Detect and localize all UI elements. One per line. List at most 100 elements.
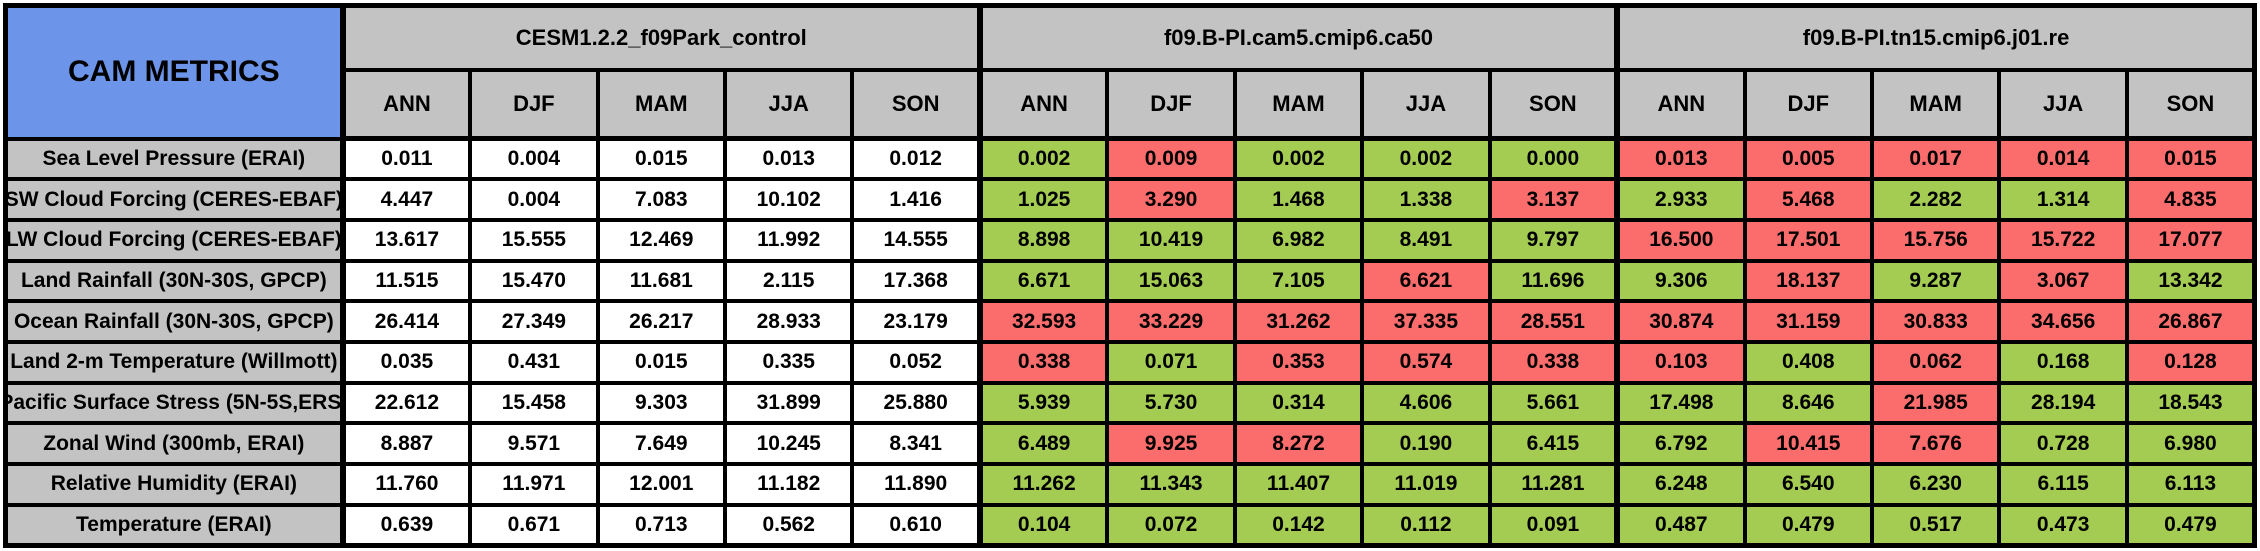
metric-cell: 11.696	[1487, 258, 1620, 304]
metric-cell: 11.281	[1487, 462, 1620, 507]
metric-cell: 0.431	[468, 339, 600, 385]
metric-cell: 0.487	[1614, 502, 1747, 548]
metric-cell: 0.338	[976, 339, 1110, 385]
metric-cell: 2.115	[722, 258, 855, 304]
metric-cell: 6.982	[1232, 217, 1365, 263]
metric-cell: 31.899	[722, 380, 855, 426]
table-row: Ocean Rainfall (30N-30S, GPCP) 26.414 27.3…	[3, 299, 2257, 344]
metric-cell: 17.368	[850, 258, 982, 304]
metric-cell: 0.479	[1742, 502, 1874, 548]
metric-cell: 0.190	[1360, 421, 1492, 466]
metric-cell: 11.182	[722, 462, 855, 507]
metric-cell: 11.262	[976, 462, 1110, 507]
metric-cell: 33.229	[1105, 299, 1237, 344]
metric-cell: 10.102	[722, 177, 855, 222]
metric-cell: 0.011	[339, 136, 473, 182]
season-column-header-son: SON	[2124, 68, 2257, 141]
metric-cell: 0.103	[1614, 339, 1747, 385]
metric-cell: 31.159	[1742, 299, 1874, 344]
metric-cell: 15.458	[468, 380, 600, 426]
metric-cell: 1.468	[1232, 177, 1365, 222]
table-row: LW Cloud Forcing (CERES-EBAF) 13.617 15.55…	[3, 217, 2257, 263]
season-header-row: ANN DJF MAM JJA SON ANN DJF MAM JJA SON ANN DJF MAM J…	[6, 68, 2257, 141]
metric-cell: 11.407	[1232, 462, 1365, 507]
cam-metrics-table: CAM METRICS CESM1.2.2_f09Park_control f0…	[3, 3, 2257, 548]
metric-cell: 0.671	[468, 502, 600, 548]
metric-cell: 7.649	[595, 421, 728, 466]
season-column-header-son: SON	[1487, 68, 1620, 141]
metric-cell: 18.137	[1742, 258, 1874, 304]
metric-cell: 0.015	[595, 136, 728, 182]
metric-cell: 0.335	[722, 339, 855, 385]
metric-cell: 15.063	[1105, 258, 1237, 304]
metric-cell: 11.971	[468, 462, 600, 507]
row-label: Land Rainfall (30N-30S, GPCP)	[3, 258, 346, 304]
season-column-header-djf: DJF	[1105, 68, 1237, 141]
metric-cell: 1.314	[1997, 177, 2129, 222]
metric-cell: 11.515	[339, 258, 473, 304]
metric-cell: 34.656	[1997, 299, 2129, 344]
season-column-header-son: SON	[850, 68, 982, 141]
metric-cell: 15.555	[468, 217, 600, 263]
row-label: Ocean Rainfall (30N-30S, GPCP)	[3, 299, 346, 344]
metric-cell: 6.115	[1997, 462, 2129, 507]
metric-cell: 6.113	[2124, 462, 2257, 507]
metric-cell: 15.470	[468, 258, 600, 304]
metric-cell: 5.468	[1742, 177, 1874, 222]
metric-cell: 5.730	[1105, 380, 1237, 426]
metric-cell: 27.349	[468, 299, 600, 344]
metric-cell: 0.639	[339, 502, 473, 548]
metric-cell: 28.933	[722, 299, 855, 344]
metric-cell: 4.447	[339, 177, 473, 222]
metric-cell: 9.306	[1614, 258, 1747, 304]
metric-cell: 0.353	[1232, 339, 1365, 385]
metric-cell: 11.890	[850, 462, 982, 507]
metric-cell: 9.925	[1105, 421, 1237, 466]
metric-cell: 10.419	[1105, 217, 1237, 263]
metric-cell: 3.067	[1997, 258, 2129, 304]
metric-cell: 0.002	[1360, 136, 1492, 182]
metric-cell: 13.617	[339, 217, 473, 263]
metric-cell: 26.414	[339, 299, 473, 344]
metric-cell: 0.013	[1614, 136, 1747, 182]
season-column-header-jja: JJA	[722, 68, 855, 141]
metric-cell: 0.128	[2124, 339, 2257, 385]
metric-cell: 14.555	[850, 217, 982, 263]
row-label: Zonal Wind (300mb, ERAI)	[3, 421, 346, 466]
metric-cell: 6.621	[1360, 258, 1492, 304]
metric-cell: 8.646	[1742, 380, 1874, 426]
metric-cell: 6.248	[1614, 462, 1747, 507]
metric-cell: 11.992	[722, 217, 855, 263]
metric-cell: 0.142	[1232, 502, 1365, 548]
table-row: Temperature (ERAI) 0.639 0.671 0.713 0.562 0.…	[3, 502, 2257, 548]
model-group-header-control: CESM1.2.2_f09Park_control	[339, 3, 982, 72]
metric-cell: 7.105	[1232, 258, 1365, 304]
row-label: SW Cloud Forcing (CERES-EBAF)	[3, 177, 346, 222]
metric-cell: 12.469	[595, 217, 728, 263]
table-row: SW Cloud Forcing (CERES-EBAF) 4.447 0.004 7…	[3, 177, 2257, 222]
metric-cell: 31.262	[1232, 299, 1365, 344]
metric-cell: 0.013	[722, 136, 855, 182]
metric-cell: 0.168	[1997, 339, 2129, 385]
season-column-header-ann: ANN	[339, 68, 473, 141]
season-column-header-jja: JJA	[1360, 68, 1492, 141]
metric-cell: 8.887	[339, 421, 473, 466]
model-header-row: CAM METRICS CESM1.2.2_f09Park_control f0…	[3, 3, 2257, 141]
metric-cell: 0.072	[1105, 502, 1237, 548]
metric-cell: 4.606	[1360, 380, 1492, 426]
metric-cell: 0.479	[2124, 502, 2257, 548]
metric-cell: 0.091	[1487, 502, 1620, 548]
metric-cell: 4.835	[2124, 177, 2257, 222]
metric-cell: 0.562	[722, 502, 855, 548]
metric-cell: 0.000	[1487, 136, 1620, 182]
metric-cell: 2.933	[1614, 177, 1747, 222]
season-column-header-ann: ANN	[976, 68, 1110, 141]
metric-cell: 0.014	[1997, 136, 2129, 182]
metric-cell: 0.314	[1232, 380, 1365, 426]
metric-cell: 28.194	[1997, 380, 2129, 426]
metric-cell: 0.713	[595, 502, 728, 548]
metric-cell: 2.282	[1869, 177, 2002, 222]
metric-cell: 9.303	[595, 380, 728, 426]
metric-cell: 9.287	[1869, 258, 2002, 304]
row-label: LW Cloud Forcing (CERES-EBAF)	[3, 217, 346, 263]
